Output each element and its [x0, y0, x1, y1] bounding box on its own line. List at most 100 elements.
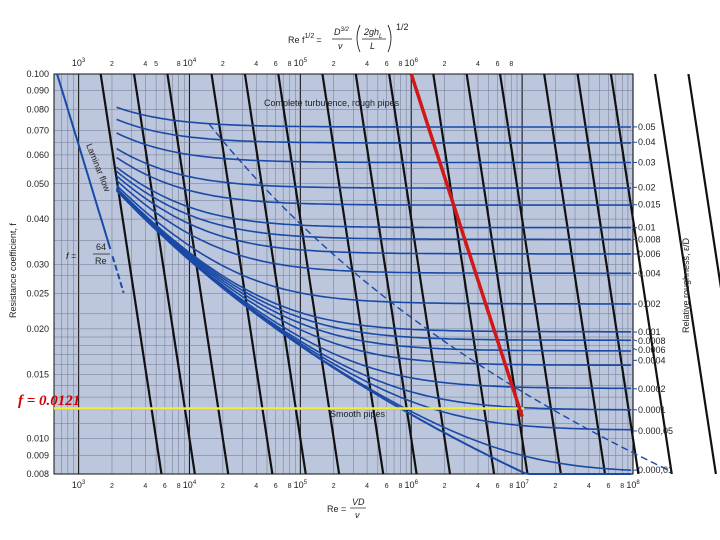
roughness-curve	[116, 187, 632, 342]
roughness-label: 0.004	[638, 268, 661, 278]
roughness-leader	[632, 339, 638, 342]
left-tick-label: 0.025	[26, 289, 49, 299]
bottom-tick-label: 2	[443, 483, 447, 490]
left-tick-label: 0.100	[26, 69, 49, 79]
bottom-tick-label: 4	[365, 483, 369, 490]
top-tick-label: 4	[476, 61, 480, 68]
svg-text:Re f1/2=: Re f1/2 =	[288, 33, 322, 45]
roughness-label: 0.05	[638, 122, 656, 132]
laminar-line	[56, 73, 125, 294]
svg-text:2ghL: 2ghL	[363, 27, 382, 40]
xlabel-num: VD	[352, 497, 365, 507]
top-tick-label: 8	[288, 61, 292, 68]
roughness-curve	[116, 166, 632, 229]
top-formula: Re f1/2 = D3/2 ν 2ghL L 1/2	[288, 22, 409, 53]
roughness-curve	[116, 188, 632, 366]
top-tick-label: 103	[72, 58, 86, 68]
annotation-layer	[54, 73, 525, 418]
left-tick-label: 0.008	[26, 469, 49, 479]
top-tick-label: 2	[221, 61, 225, 68]
roughness-label: 0.01	[638, 223, 656, 233]
left-tick-label: 0.009	[26, 450, 49, 460]
formula-frac-num: D	[334, 27, 341, 37]
top-tick-label: 8	[177, 61, 181, 68]
formula-eq: =	[316, 35, 321, 45]
left-tick-label: 0.030	[26, 260, 49, 270]
bottom-tick-label: 105	[294, 480, 308, 490]
roughness-label: 0.0008	[638, 336, 666, 346]
bottom-tick-label: 4	[143, 483, 147, 490]
bottom-tick-label: 106	[405, 480, 419, 490]
ref-line	[609, 73, 673, 475]
top-tick-label: 4	[365, 61, 369, 68]
roughness-label: 0.0006	[638, 345, 666, 355]
bottom-tick-label: 104	[183, 480, 197, 490]
laminar-line	[56, 73, 112, 250]
roughness-label: 0.04	[638, 137, 656, 147]
roughness-curve	[116, 156, 632, 206]
x-axis-label: Re = VD ν	[327, 497, 366, 520]
bottom-tick-label: 6	[163, 483, 167, 490]
left-tick-label: 0.080	[26, 104, 49, 114]
bottom-tick-label: 6	[496, 483, 500, 490]
roughness-label: 0.002	[638, 299, 661, 309]
plot-frame	[53, 73, 634, 475]
top-tick-label: 2	[332, 61, 336, 68]
laminar-extension	[111, 255, 125, 294]
right-axis-label: Relative roughness, ε/D	[681, 237, 691, 333]
svg-text:D3/2: D3/2	[334, 27, 350, 37]
formula-paren-exp: 1/2	[396, 22, 409, 32]
left-tick-label: 0.050	[26, 179, 49, 189]
bottom-tick-label: 6	[385, 483, 389, 490]
bottom-tick-label: 8	[288, 483, 292, 490]
y-axis-label: Resistance coefficient, f	[8, 223, 18, 318]
roughness-curve	[116, 132, 632, 164]
complete-turbulence-boundary	[208, 123, 670, 472]
smooth-pipe-curve	[115, 189, 632, 475]
bottom-tick-label: 107	[515, 480, 529, 490]
top-tick-label: 4	[143, 61, 147, 68]
left-tick-label: 0.040	[26, 214, 49, 224]
roughness-label: 0.0001	[638, 405, 666, 415]
ref-line	[687, 73, 720, 289]
roughness-curves	[115, 106, 670, 475]
laminar-formula-den: Re	[95, 256, 107, 266]
bottom-tick-label: 8	[177, 483, 181, 490]
bottom-tick-label: 8	[620, 483, 624, 490]
bottom-tick-label: 8	[509, 483, 513, 490]
left-tick-label: 0.090	[26, 86, 49, 96]
bottom-tick-label: 4	[476, 483, 480, 490]
roughness-curve	[116, 147, 632, 189]
bottom-tick-label: 4	[587, 483, 591, 490]
roughness-curve	[116, 175, 632, 255]
top-tick-label: 6	[496, 61, 500, 68]
roughness-label: 0.0002	[638, 384, 666, 394]
formula-paren-num-sub: L	[379, 34, 382, 40]
formula-ref: Re f	[288, 35, 305, 45]
roughness-curve	[116, 170, 632, 241]
formula-frac-den: ν	[338, 41, 343, 51]
roughness-curve	[116, 187, 632, 333]
complete-turbulence-label: Complete turbulence, rough pipes	[264, 98, 400, 108]
formula-frac-num-exp: 3/2	[341, 27, 350, 33]
roughness-label: 0.02	[638, 182, 656, 192]
re-marker-line	[409, 73, 524, 418]
friction-factor-annotation: f = 0.0121	[18, 393, 80, 409]
top-tick-label: 6	[385, 61, 389, 68]
left-tick-label: 0.010	[26, 434, 49, 444]
top-tick-label: 8	[509, 61, 513, 68]
roughness-label: 0.0004	[638, 355, 666, 365]
bottom-tick-label: 4	[254, 483, 258, 490]
bottom-tick-label: 2	[110, 483, 114, 490]
bottom-tick-label: 2	[332, 483, 336, 490]
roughness-label: 0.03	[638, 157, 656, 167]
roughness-leader	[632, 347, 638, 351]
bottom-tick-label: 6	[606, 483, 610, 490]
roughness-label: 0.008	[638, 234, 661, 244]
roughness-label: 0.001	[638, 327, 661, 337]
bottom-tick-label: 103	[72, 480, 86, 490]
bottom-tick-label: 8	[399, 483, 403, 490]
left-tick-label: 0.015	[26, 369, 49, 379]
roughness-curve	[116, 118, 632, 144]
roughness-label: 0.000,01	[638, 465, 673, 475]
